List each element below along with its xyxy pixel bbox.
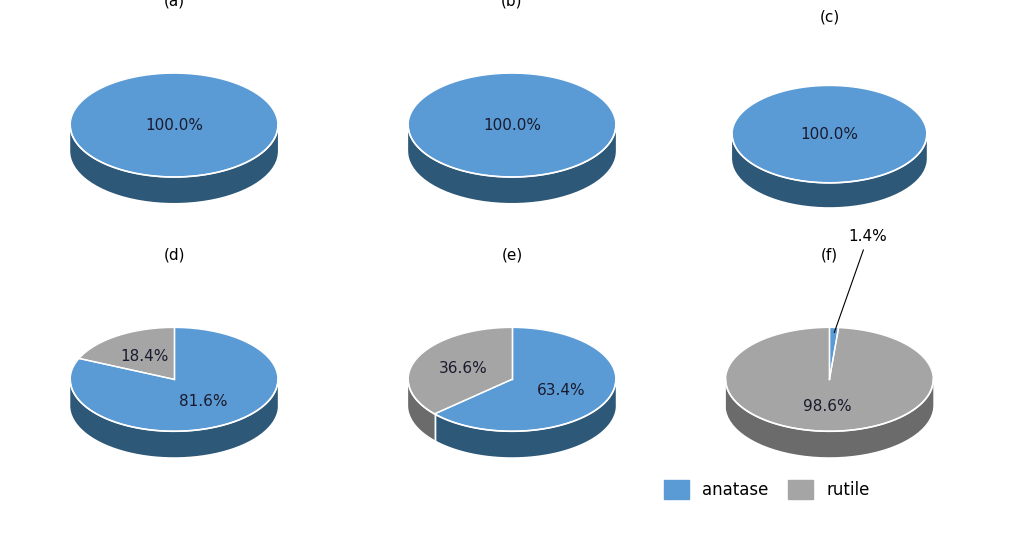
Text: 100.0%: 100.0%: [483, 117, 541, 133]
Polygon shape: [732, 135, 927, 207]
Text: 18.4%: 18.4%: [121, 349, 169, 364]
Polygon shape: [71, 381, 278, 457]
Polygon shape: [434, 381, 615, 457]
Text: (a): (a): [164, 0, 184, 8]
Polygon shape: [71, 327, 278, 431]
Text: (d): (d): [164, 247, 184, 262]
Polygon shape: [409, 379, 434, 440]
Legend: anatase, rutile: anatase, rutile: [664, 480, 870, 499]
Polygon shape: [726, 380, 933, 457]
Text: (f): (f): [821, 247, 838, 262]
Text: (e): (e): [502, 247, 522, 262]
Polygon shape: [726, 327, 933, 431]
Text: 100.0%: 100.0%: [145, 117, 203, 133]
Text: (b): (b): [502, 0, 522, 8]
Text: 81.6%: 81.6%: [179, 394, 228, 410]
Text: (c): (c): [819, 10, 840, 25]
Polygon shape: [409, 73, 615, 177]
Text: 1.4%: 1.4%: [835, 229, 888, 333]
Polygon shape: [829, 327, 839, 379]
Polygon shape: [409, 327, 512, 414]
Text: 36.6%: 36.6%: [438, 361, 487, 376]
Text: 100.0%: 100.0%: [801, 127, 858, 142]
Text: 98.6%: 98.6%: [803, 399, 851, 414]
Text: 63.4%: 63.4%: [537, 383, 586, 398]
Polygon shape: [71, 126, 278, 203]
Polygon shape: [409, 126, 615, 203]
Polygon shape: [434, 327, 615, 431]
Polygon shape: [79, 327, 174, 379]
Polygon shape: [71, 73, 278, 177]
Polygon shape: [732, 85, 927, 183]
